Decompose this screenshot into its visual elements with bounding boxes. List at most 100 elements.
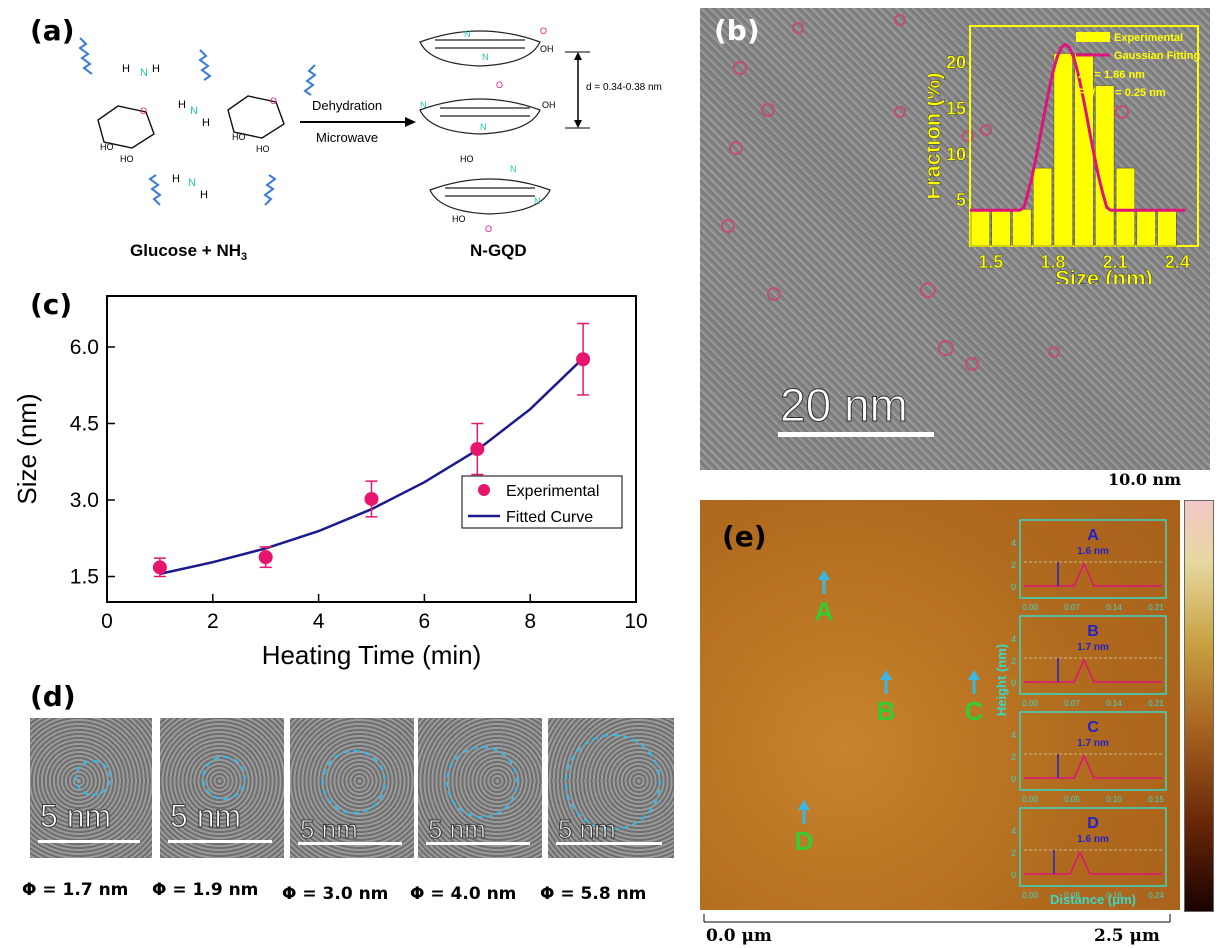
particle-outline bbox=[446, 746, 518, 818]
x-tick-label: 2 bbox=[207, 610, 219, 633]
profile-title: D bbox=[1087, 815, 1099, 832]
profile-y-axis-label: Height (nm) bbox=[994, 644, 1009, 716]
afm-x-end: 2.5 μm bbox=[1094, 926, 1160, 946]
graphene-sheets bbox=[419, 30, 551, 215]
panel-label-e: (e) bbox=[722, 520, 767, 553]
profile-x-tick: 0.15 bbox=[1148, 795, 1164, 804]
histogram-bar bbox=[991, 209, 1011, 247]
particle-marker-a: A bbox=[815, 596, 834, 626]
profile-height: 1.6 nm bbox=[1077, 546, 1109, 557]
svg-text:N: N bbox=[534, 196, 541, 206]
histogram-bar bbox=[1115, 167, 1136, 247]
y-axis-label: Size (nm) bbox=[12, 393, 42, 504]
height-profile-d: D 1.6 nm 0 2 4 0.00 0.08 0.16 0.24 bbox=[1011, 807, 1167, 900]
profile-trace bbox=[1024, 850, 1162, 875]
profile-x-tick: 0.05 bbox=[1064, 795, 1080, 804]
profile-title: C bbox=[1087, 719, 1099, 736]
panel-label-a: (a) bbox=[30, 14, 75, 47]
profile-trace bbox=[1024, 658, 1162, 683]
tem-image-overview: (b) 20 nm 1.5 1.8 2.1 2.4 5 10 15 20 Size (nm) Fr… bbox=[700, 8, 1210, 470]
diameter-caption: Φ = 1.9 nm bbox=[152, 880, 259, 900]
x-axis-label: Size (nm) bbox=[1055, 266, 1153, 284]
x-tick-label: 4 bbox=[313, 610, 325, 633]
x-tick-label: 10 bbox=[624, 610, 647, 633]
svg-text:N: N bbox=[140, 67, 148, 79]
y-tick-label: 6.0 bbox=[70, 336, 99, 359]
svg-text:N: N bbox=[510, 164, 517, 174]
data-point bbox=[152, 560, 167, 575]
y-tick-label: 10 bbox=[946, 144, 966, 164]
marker-arrowhead bbox=[968, 670, 980, 680]
legend-label-fit: Gaussian Fitting bbox=[1114, 50, 1200, 62]
particle-outline bbox=[322, 750, 386, 814]
x-axis-label: Heating Time (min) bbox=[262, 640, 482, 670]
glucose-rings bbox=[97, 95, 285, 149]
svg-text:HO: HO bbox=[256, 144, 270, 154]
y-tick-label: 1.5 bbox=[70, 566, 99, 589]
panel-label-b: (b) bbox=[714, 14, 760, 47]
svg-text:N: N bbox=[188, 177, 196, 189]
profile-x-tick: 0.07 bbox=[1064, 699, 1080, 708]
svg-text:N: N bbox=[482, 52, 489, 62]
profile-y-tick: 2 bbox=[1011, 560, 1016, 570]
svg-text:N: N bbox=[420, 100, 427, 110]
fitted-curve-line bbox=[159, 357, 584, 576]
scale-bar bbox=[168, 840, 272, 843]
profile-x-tick: 0.07 bbox=[1064, 603, 1080, 612]
y-tick-label: 20 bbox=[946, 53, 966, 73]
svg-text:N: N bbox=[480, 122, 487, 132]
histogram-bar bbox=[1074, 53, 1094, 247]
svg-text:O: O bbox=[485, 224, 492, 234]
annotation-xc: Xc = 1.86 nm bbox=[1078, 69, 1145, 81]
afm-overlays: A B C D A 1.6 nm 0 2 4 0.00 0.07 0.14 0.21 B 1.7 nm 0 2 4… bbox=[795, 519, 1167, 907]
profile-x-tick: 0.00 bbox=[1022, 891, 1038, 900]
afm-x-start: 0.0 μm bbox=[706, 926, 772, 946]
nanoparticle-markers bbox=[721, 14, 1129, 371]
scale-bar-b bbox=[778, 432, 934, 437]
y-axis-label: Fraction (%) bbox=[928, 72, 945, 199]
svg-text:H: H bbox=[178, 99, 186, 111]
svg-text:N: N bbox=[190, 105, 198, 117]
particle-outline bbox=[565, 734, 661, 830]
profile-x-tick: 0.24 bbox=[1148, 891, 1164, 900]
x-tick-label: 1.5 bbox=[978, 252, 1003, 272]
scale-label: 5 nm bbox=[300, 814, 359, 845]
legend: Experimental Fitted Curve bbox=[461, 475, 623, 529]
plot-frame bbox=[106, 295, 637, 603]
x-tick-label: 2.1 bbox=[1103, 252, 1128, 272]
profile-frame bbox=[1019, 615, 1167, 695]
profile-y-tick: 4 bbox=[1011, 730, 1016, 740]
profile-title: B bbox=[1087, 623, 1099, 640]
size-vs-time-chart: 0 2 4 6 8 10 1.5 3.0 4.5 6.0 Heating Time (min) Siz… bbox=[12, 295, 648, 670]
marker-arrowhead bbox=[818, 570, 830, 580]
svg-text:HO: HO bbox=[452, 214, 466, 224]
histogram-bar bbox=[1095, 85, 1115, 247]
profile-x-tick: 0.14 bbox=[1106, 603, 1122, 612]
profile-x-tick: 0.21 bbox=[1148, 603, 1164, 612]
profile-x-tick: 0.00 bbox=[1022, 795, 1038, 804]
data-point bbox=[364, 491, 379, 506]
diameter-caption: Φ = 1.7 nm bbox=[22, 880, 129, 900]
profile-y-tick: 2 bbox=[1011, 848, 1016, 858]
profile-frame bbox=[1019, 807, 1167, 887]
profile-x-tick: 0.14 bbox=[1106, 699, 1122, 708]
svg-text:O: O bbox=[140, 106, 147, 116]
legend-box bbox=[461, 475, 623, 529]
profile-x-tick: 0.00 bbox=[1022, 699, 1038, 708]
afm-image: (e) A B C D A 1.6 nm 0 2 4 0.00 0.07 0.14 0.21 B 1.7 n… bbox=[700, 500, 1180, 910]
svg-text:O: O bbox=[496, 80, 503, 90]
reactant-caption: Glucose + NH3 bbox=[130, 241, 247, 263]
svg-text:OH: OH bbox=[540, 44, 554, 54]
svg-text:H: H bbox=[152, 63, 160, 75]
legend-label-experimental: Experimental bbox=[506, 483, 599, 500]
x-tick-label: 0 bbox=[101, 610, 113, 633]
particle-outline bbox=[202, 756, 246, 800]
hrtem-image: 5 nm bbox=[30, 718, 152, 858]
hrtem-image: 5 nm bbox=[548, 718, 674, 858]
histogram-bar bbox=[1136, 209, 1156, 247]
particle-outline bbox=[75, 760, 111, 796]
marker-arrowhead bbox=[880, 670, 892, 680]
profile-y-tick: 0 bbox=[1011, 582, 1016, 592]
svg-text:HO: HO bbox=[460, 154, 474, 164]
